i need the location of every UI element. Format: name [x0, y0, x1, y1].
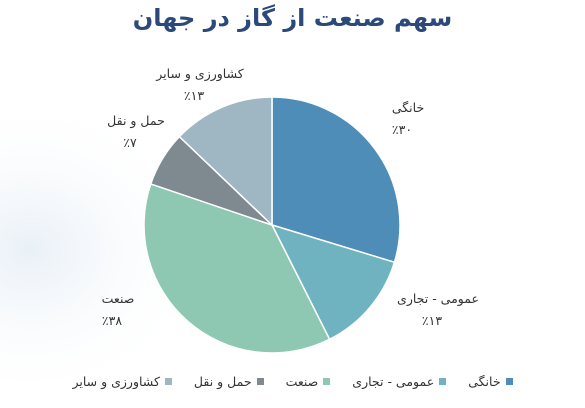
slice-value-label: ٪۷	[123, 135, 137, 150]
legend-item: کشاورزی و سایر	[72, 374, 172, 389]
pie-slice	[271, 96, 401, 264]
chart-legend: خانگی عمومی - تجاری صنعت حمل و نقل کشاورزی و…	[0, 374, 585, 389]
legend-swatch	[323, 378, 331, 385]
slice-value-label: ٪۳۰	[392, 122, 412, 137]
slice-name-label: کشاورزی و سایر	[155, 66, 243, 82]
legend-label: حمل و نقل	[193, 374, 252, 389]
legend-swatch	[256, 378, 264, 385]
slice-name-label: عمومی - تجاری	[397, 291, 479, 307]
slice-name-label: حمل و نقل	[107, 113, 165, 129]
legend-label: کشاورزی و سایر	[72, 374, 160, 389]
slice-name-label: خانگی	[392, 100, 424, 115]
legend-swatch	[164, 378, 172, 385]
legend-item: صنعت	[286, 374, 331, 389]
slice-value-label: ٪۱۳	[184, 88, 204, 103]
legend-label: عمومی - تجاری	[352, 374, 435, 389]
legend-item: حمل و نقل	[194, 374, 264, 389]
pie-slice	[270, 223, 396, 341]
pie-slice	[143, 182, 331, 354]
legend-swatch	[439, 378, 447, 385]
slice-name-label: صنعت	[102, 291, 135, 306]
legend-swatch	[505, 378, 513, 385]
slice-value-label: ٪۳۸	[102, 313, 122, 328]
legend-item: خانگی	[468, 374, 513, 389]
pie-slice	[178, 96, 273, 227]
legend-item: عمومی - تجاری	[352, 374, 447, 389]
legend-label: خانگی	[468, 374, 501, 389]
legend-label: صنعت	[285, 374, 319, 389]
slice-value-label: ٪۱۳	[422, 313, 442, 328]
chart-title: سهم صنعت از گاز در جهان	[132, 4, 453, 32]
